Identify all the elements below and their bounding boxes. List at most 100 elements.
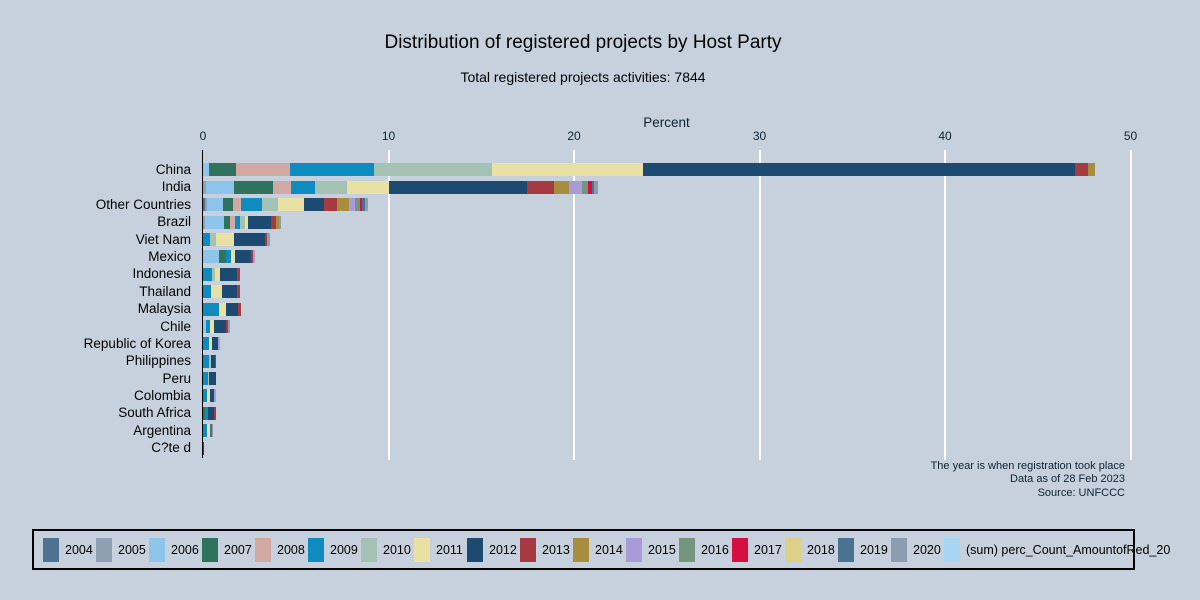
segment-2010 bbox=[208, 372, 209, 386]
segment-2009 bbox=[203, 337, 209, 351]
segment-2010 bbox=[208, 354, 211, 368]
segment-2005 bbox=[203, 215, 205, 229]
segment-2007 bbox=[208, 163, 237, 177]
row-label: C?te d bbox=[151, 440, 191, 456]
legend-label: 2005 bbox=[118, 542, 146, 557]
segment-2019 bbox=[210, 424, 213, 438]
segment-2009 bbox=[203, 354, 209, 368]
segment-2005 bbox=[204, 198, 207, 212]
segment-2008 bbox=[272, 180, 292, 194]
segment-2012 bbox=[248, 215, 271, 229]
segment-2012 bbox=[210, 389, 215, 403]
legend-swatch-2014 bbox=[573, 537, 589, 562]
legend-item-2014: 2014 bbox=[573, 537, 625, 562]
segment-2014 bbox=[1087, 163, 1096, 177]
legend-swatch-2013 bbox=[520, 537, 536, 562]
legend-swatch-2015 bbox=[626, 537, 642, 562]
legend-label: 2012 bbox=[489, 542, 517, 557]
legend-label: 2020 bbox=[913, 542, 941, 557]
segment-2009 bbox=[203, 285, 211, 299]
legend-item-2010: 2010 bbox=[361, 537, 413, 562]
segment-2013 bbox=[236, 285, 240, 299]
segment-2009 bbox=[203, 267, 213, 281]
segment-2004 bbox=[203, 198, 205, 212]
x-tick-0: 0 bbox=[199, 129, 207, 143]
segment-2014 bbox=[553, 180, 570, 194]
legend-item-2017: 2017 bbox=[732, 537, 784, 562]
x-tick-40: 40 bbox=[938, 129, 952, 143]
segment-2009 bbox=[203, 424, 208, 438]
segment-2010 bbox=[240, 215, 246, 229]
segment-2013 bbox=[526, 180, 554, 194]
segment-2011 bbox=[210, 285, 223, 299]
segment-2009 bbox=[225, 250, 231, 264]
segment-2013 bbox=[226, 319, 229, 333]
segment-2009 bbox=[291, 180, 316, 194]
legend-label: 2014 bbox=[595, 542, 623, 557]
row-label: Philippines bbox=[125, 353, 191, 369]
segment-2010 bbox=[210, 232, 216, 246]
segment-2013 bbox=[236, 267, 240, 281]
legend-swatch-sum bbox=[944, 537, 960, 562]
stacked-bar bbox=[203, 250, 255, 264]
legend-swatch-2012 bbox=[467, 537, 483, 562]
segment-2015 bbox=[349, 198, 356, 212]
gridline-10 bbox=[387, 150, 390, 460]
row-label: Mexico bbox=[148, 248, 191, 264]
segment-2010 bbox=[212, 267, 216, 281]
segment-2009 bbox=[240, 198, 263, 212]
x-tick-30: 30 bbox=[752, 129, 767, 143]
segment-2013 bbox=[265, 232, 267, 246]
segment-2015 bbox=[217, 337, 220, 351]
x-tick-50: 50 bbox=[1123, 129, 1138, 143]
segment-2012 bbox=[225, 302, 238, 316]
segment-2020 bbox=[365, 198, 368, 212]
legend-swatch-2018 bbox=[785, 537, 801, 562]
segment-2015 bbox=[214, 389, 217, 403]
row-label: Thailand bbox=[139, 283, 191, 299]
segment-2006 bbox=[203, 163, 209, 177]
segment-2012 bbox=[389, 180, 527, 194]
segment-2011 bbox=[278, 198, 305, 212]
segment-2016 bbox=[355, 198, 360, 212]
segment-2019 bbox=[362, 198, 366, 212]
stacked-bar bbox=[203, 232, 270, 246]
stacked-bar bbox=[203, 424, 213, 438]
stacked-bar bbox=[203, 406, 216, 420]
row-label: Peru bbox=[162, 370, 191, 386]
segment-2011 bbox=[215, 232, 234, 246]
stacked-bar bbox=[203, 354, 216, 368]
legend-swatch-2006 bbox=[149, 537, 165, 562]
legend-label: 2010 bbox=[383, 542, 411, 557]
legend-label: 2016 bbox=[701, 542, 729, 557]
row-label: China bbox=[155, 162, 191, 177]
segment-2020 bbox=[266, 232, 270, 246]
bar-row-mexico: Mexico bbox=[0, 248, 1200, 265]
segment-2012 bbox=[207, 406, 214, 420]
row-label: Republic of Korea bbox=[83, 335, 191, 351]
legend-label: 2007 bbox=[224, 542, 252, 557]
legend-item-2016: 2016 bbox=[679, 537, 731, 562]
legend-item-2018: 2018 bbox=[785, 537, 837, 562]
segment-2006 bbox=[204, 215, 225, 229]
segment-2012 bbox=[304, 198, 325, 212]
gridline-20 bbox=[573, 150, 575, 460]
segment-2012 bbox=[203, 441, 204, 455]
segment-2010 bbox=[262, 198, 279, 212]
segment-2006 bbox=[203, 319, 206, 333]
footnote-line-2: Data as of 28 Feb 2023 bbox=[1010, 473, 1125, 486]
legend-swatch-2005 bbox=[96, 537, 112, 562]
segment-2013 bbox=[1074, 163, 1088, 177]
segment-2017 bbox=[587, 180, 593, 194]
segment-2011 bbox=[492, 163, 643, 177]
x-axis-label: Percent bbox=[643, 115, 690, 130]
row-label: Other Countries bbox=[95, 196, 191, 212]
legend-swatch-2010 bbox=[361, 537, 377, 562]
legend-label: 2018 bbox=[807, 542, 835, 557]
segment-2020 bbox=[228, 319, 231, 333]
gridline-30 bbox=[758, 150, 761, 460]
segment-2015 bbox=[569, 180, 583, 194]
legend-item-2005: 2005 bbox=[96, 537, 148, 562]
bar-row-south-africa: South Africa bbox=[0, 404, 1200, 421]
stacked-bar bbox=[203, 389, 217, 403]
